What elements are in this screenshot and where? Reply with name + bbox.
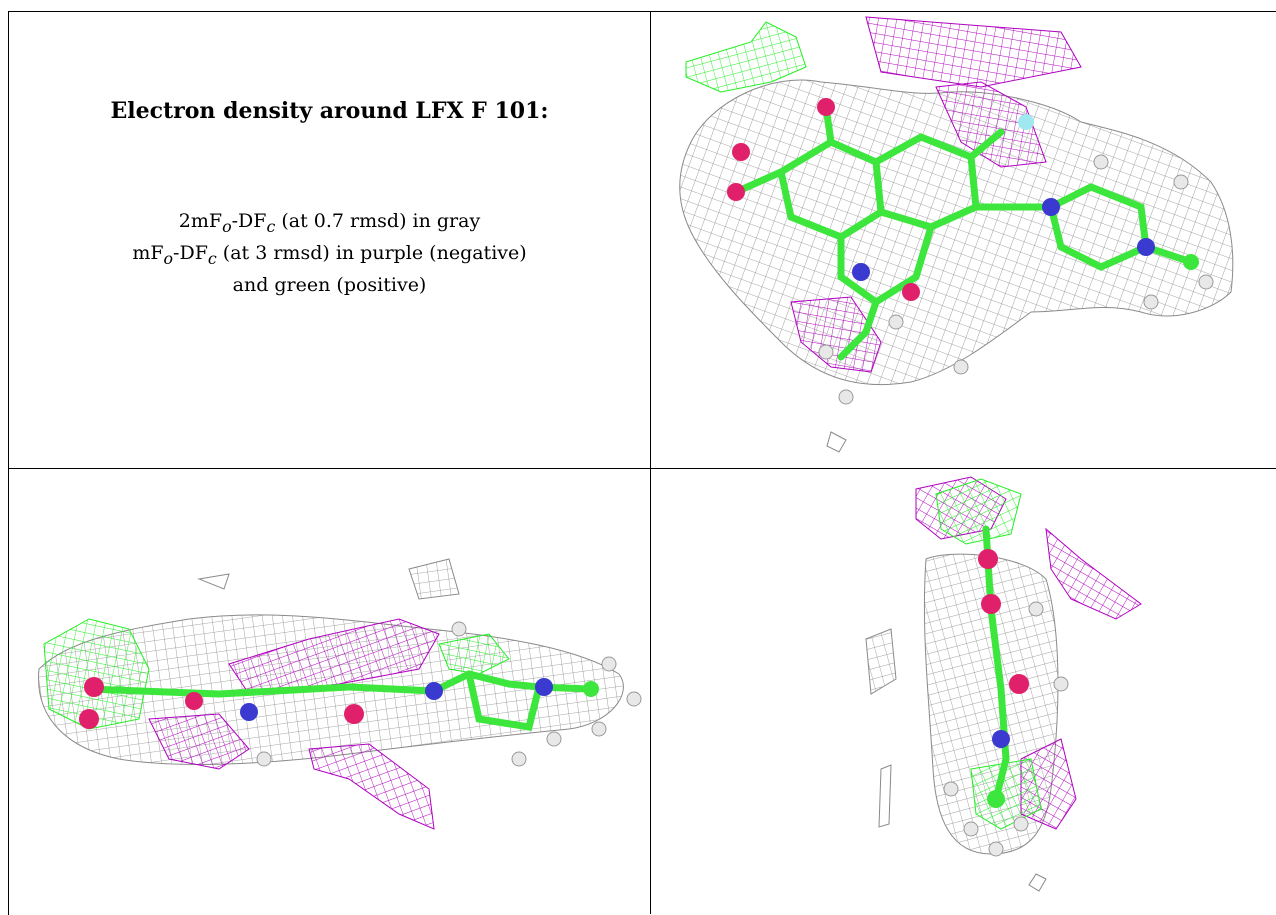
hydrogen-atom (943, 781, 959, 797)
oxygen-atom (344, 704, 364, 724)
oxygen-atom (902, 283, 920, 301)
mesh-positive (935, 478, 1022, 545)
oxygen-atom (79, 709, 99, 729)
mesh-positive (438, 633, 510, 675)
view-bottom-right (651, 469, 1276, 914)
oxygen-atom (817, 98, 835, 116)
figure-grid (8, 11, 1276, 915)
oxygen-atom (732, 143, 750, 161)
hydrogen-atom (818, 344, 834, 360)
density-render-top (679, 16, 1234, 453)
hydrogen-atom (953, 359, 969, 375)
mesh-fragment (1028, 873, 1047, 892)
oxygen-atom (981, 594, 1001, 614)
hydrogen-atom (1028, 601, 1044, 617)
mesh-positive (685, 21, 807, 93)
mesh-negative (148, 713, 250, 770)
oxygen-atom (185, 692, 203, 710)
mesh-negative (935, 81, 1047, 168)
legend-text-part: -DF (231, 210, 267, 232)
legend-line-fofc: mFo-DFc (at 3 rmsd) in purple (negative) (9, 240, 650, 272)
hydrogen-atom (1198, 274, 1214, 290)
view-bottom-left (9, 469, 650, 914)
hydrogen-atom (546, 731, 562, 747)
grid-vertical-divider (650, 11, 651, 914)
legend-subscript: o (163, 248, 174, 268)
mesh-fragment (197, 573, 230, 590)
mesh-fragment (865, 628, 897, 695)
oxygen-atom (84, 677, 104, 697)
hydrogen-atom (1093, 154, 1109, 170)
mesh-negative (790, 296, 882, 373)
mesh-negative (865, 16, 1082, 88)
legend-subscript: c (266, 216, 276, 236)
legend-line-positive: and green (positive) (232, 273, 427, 296)
molecule-atoms (943, 549, 1069, 857)
figure-title: Electron density around LFX F 101: (110, 98, 549, 124)
grid-horizontal-divider (8, 468, 1276, 469)
legend-text-part: mF (132, 241, 164, 264)
legend-subscript: o (222, 216, 232, 236)
carbon-atom (987, 790, 1005, 808)
nitrogen-atom (852, 263, 870, 281)
oxygen-atom (727, 183, 745, 201)
nitrogen-atom (535, 678, 553, 696)
mesh-fragment (408, 558, 460, 600)
description-cell: Electron density around LFX F 101: 2mFo-… (9, 12, 650, 468)
hydrogen-atom (511, 751, 527, 767)
legend-text-part: 2mF (178, 210, 223, 232)
density-render-side (38, 558, 642, 830)
carbon-atom (1183, 254, 1199, 270)
hydrogen-atom (888, 314, 904, 330)
oxygen-atom (1009, 674, 1029, 694)
hydrogen-atom (451, 621, 467, 637)
legend-line-2fofc: 2mFo-DFc (at 0.7 rmsd) in gray (9, 208, 650, 240)
legend-text-part: (at 0.7 rmsd) in gray (275, 210, 481, 232)
hydrogen-atom (963, 821, 979, 837)
legend-text: 2mFo-DFc (at 0.7 rmsd) in gray mFo-DFc (… (9, 208, 650, 299)
legend-subscript: c (207, 248, 217, 268)
hydrogen-atom (988, 841, 1004, 857)
nitrogen-atom (1042, 198, 1060, 216)
legend-text-part: (at 3 rmsd) in purple (negative) (216, 241, 527, 264)
hydrogen-atom (626, 691, 642, 707)
hydrogen-atom (1013, 816, 1029, 832)
molecule-atoms (79, 621, 642, 767)
nitrogen-atom (1137, 238, 1155, 256)
view-top-right (651, 12, 1276, 468)
hydrogen-atom (256, 751, 272, 767)
legend-text-part: -DF (173, 241, 208, 264)
hydrogen-atom (1173, 174, 1189, 190)
mesh-negative (308, 743, 435, 830)
hydrogen-atom (1143, 294, 1159, 310)
mesh-fragment (826, 431, 847, 453)
oxygen-atom (978, 549, 998, 569)
density-render-end (865, 476, 1142, 892)
nitrogen-atom (992, 730, 1010, 748)
hydrogen-atom (601, 656, 617, 672)
fluorine-atom (1018, 114, 1034, 130)
mesh-negative (1045, 527, 1142, 620)
hydrogen-atom (1053, 676, 1069, 692)
nitrogen-atom (425, 682, 443, 700)
hydrogen-atom (838, 389, 854, 405)
mesh-fragment (878, 764, 892, 828)
carbon-atom (583, 681, 599, 697)
nitrogen-atom (240, 703, 258, 721)
hydrogen-atom (591, 721, 607, 737)
molecule-atoms (727, 98, 1214, 405)
molecule-bonds (85, 670, 593, 731)
